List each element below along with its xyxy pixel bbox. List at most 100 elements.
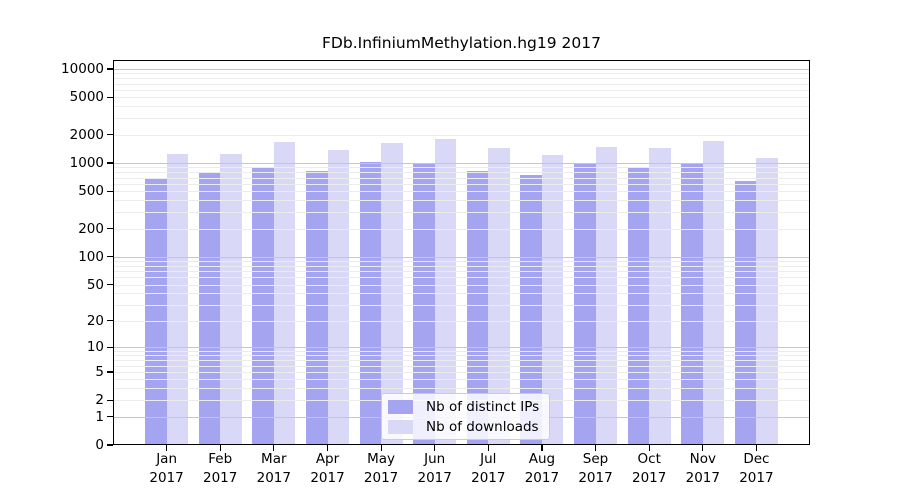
minor-gridline: [113, 183, 810, 185]
legend-swatch-downloads: [388, 419, 413, 434]
bar-distinct-ips-jun-2017: [413, 163, 435, 445]
x-tick-label: Jun 2017: [400, 450, 470, 487]
x-tick-mark: [326, 445, 329, 451]
minor-gridline: [113, 284, 810, 286]
x-tick-label-line: Jan: [156, 451, 177, 467]
x-tick-mark: [380, 445, 382, 451]
y-tick-label: 5000: [69, 89, 104, 106]
minor-gridline: [113, 191, 810, 193]
y-tick-label: 20: [86, 312, 104, 329]
minor-gridline: [113, 320, 810, 322]
x-tick-label-line: 2017: [578, 469, 613, 486]
bar-distinct-ips-may-2017: [359, 162, 382, 445]
x-tick-label-line: Jun: [424, 451, 446, 467]
bar-downloads-apr-2017: [327, 150, 349, 445]
major-gridline: [113, 69, 810, 70]
legend-item-distinct-ips: Nb of distinct IPs: [388, 398, 540, 415]
minor-gridline: [113, 134, 810, 136]
x-tick-label: Feb 2017: [185, 450, 255, 487]
bar-distinct-ips-feb-2017: [198, 173, 221, 445]
x-tick-label: Apr 2017: [293, 450, 363, 487]
minor-gridline: [113, 106, 810, 108]
x-tick-label-line: Dec: [743, 451, 770, 467]
minor-gridline: [113, 200, 810, 202]
minor-gridline: [113, 304, 810, 306]
minor-gridline: [113, 265, 810, 267]
x-tick-label-line: Aug: [528, 451, 556, 467]
bar-downloads-sep-2017: [595, 146, 617, 445]
bar-downloads-jun-2017: [434, 139, 457, 445]
major-gridline: [113, 347, 810, 349]
x-tick-label-line: 2017: [417, 469, 452, 486]
x-tick-label-line: Sep: [582, 451, 609, 467]
y-tick-label: 50: [86, 276, 104, 293]
y-tick-label: 2000: [69, 126, 104, 143]
minor-gridline: [113, 388, 810, 390]
x-tick-label-line: Apr: [315, 451, 340, 467]
minor-gridline: [113, 365, 810, 367]
minor-gridline: [113, 89, 810, 91]
minor-gridline: [113, 355, 810, 357]
x-tick-label-line: May: [367, 451, 396, 467]
legend: Nb of distinct IPs Nb of downloads: [381, 393, 551, 440]
bar-distinct-ips-apr-2017: [306, 171, 328, 445]
minor-gridline: [113, 360, 810, 362]
y-tick-label: 200: [78, 220, 104, 237]
x-tick-mark: [755, 445, 758, 451]
x-tick-label: Aug 2017: [507, 450, 577, 487]
bar-distinct-ips-dec-2017: [734, 180, 757, 445]
x-tick-label-line: 2017: [471, 469, 506, 486]
gridlines-layer: [113, 60, 810, 445]
minor-gridline: [113, 379, 810, 381]
y-tick-label: 10: [86, 339, 104, 356]
x-tick-label-line: Oct: [637, 451, 661, 467]
x-tick-mark: [219, 445, 221, 451]
y-tick-label: 0: [95, 437, 104, 453]
minor-gridline: [113, 83, 810, 85]
x-tick-mark: [434, 445, 436, 451]
minor-gridline: [113, 78, 810, 80]
x-tick-mark: [273, 445, 275, 451]
minor-gridline: [113, 293, 810, 295]
x-tick-label: May 2017: [346, 450, 416, 487]
x-tick-label-line: 2017: [203, 469, 238, 486]
bar-downloads-dec-2017: [756, 158, 778, 445]
minor-gridline: [113, 277, 810, 279]
minor-gridline: [113, 212, 810, 213]
y-tick-label: 5: [95, 363, 104, 380]
y-tick-label: 500: [78, 183, 104, 200]
x-tick-label-line: 2017: [685, 469, 720, 486]
bar-distinct-ips-jul-2017: [466, 171, 489, 445]
x-tick-label: Oct 2017: [614, 450, 684, 487]
x-tick-label-line: 2017: [256, 469, 291, 486]
x-tick-label: Mar 2017: [239, 450, 309, 487]
bar-downloads-oct-2017: [649, 148, 671, 445]
x-tick-label: Dec 2017: [721, 450, 791, 487]
bars-layer: [113, 60, 810, 445]
minor-gridline: [113, 177, 810, 179]
bar-downloads-jul-2017: [488, 147, 510, 445]
y-tick-label: 2: [95, 392, 104, 409]
y-tick-label: 10000: [61, 61, 104, 77]
plot-area: [113, 60, 810, 445]
x-tick-mark: [594, 445, 597, 451]
chart-title: FDb.InfiniumMethylation.hg19 2017: [322, 34, 601, 52]
bar-downloads-nov-2017: [702, 141, 725, 445]
bar-distinct-ips-mar-2017: [252, 166, 274, 445]
minor-gridline: [113, 260, 810, 262]
x-tick-label: Nov 2017: [668, 450, 738, 487]
legend-label-distinct-ips: Nb of distinct IPs: [426, 398, 540, 415]
x-tick-label: Jul 2017: [453, 450, 523, 487]
x-tick-label: Sep 2017: [561, 450, 631, 487]
x-tick-mark: [541, 445, 543, 451]
minor-gridline: [113, 172, 810, 174]
x-tick-label-line: Mar: [261, 451, 287, 467]
minor-gridline: [113, 73, 810, 75]
minor-gridline: [113, 371, 810, 373]
x-tick-mark: [166, 445, 168, 451]
legend-swatch-distinct-ips: [388, 399, 413, 414]
minor-gridline: [113, 351, 810, 352]
x-tick-label-line: 2017: [524, 469, 560, 486]
x-tick-label: Jan 2017: [132, 450, 202, 487]
